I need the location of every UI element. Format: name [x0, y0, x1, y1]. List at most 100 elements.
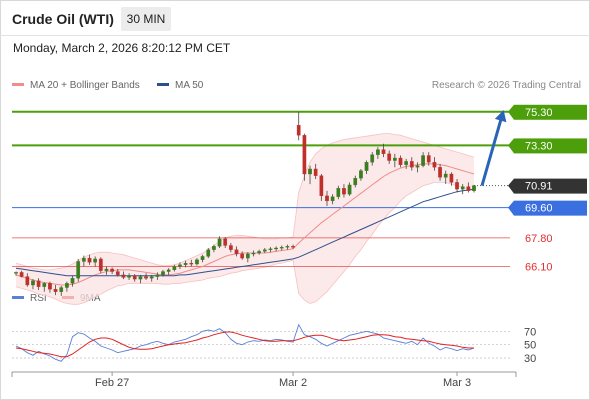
candle-body — [308, 168, 312, 175]
legend-ma50: MA 50 — [157, 80, 203, 91]
ma50-line — [15, 188, 475, 277]
candle-body — [279, 247, 284, 249]
candle-body — [183, 262, 188, 265]
candle-body — [98, 258, 103, 271]
level-tag-75.30 — [514, 104, 587, 120]
candle-body — [200, 256, 205, 260]
level-label-69.60: 69.60 — [525, 203, 553, 215]
rsi-swatch — [12, 295, 24, 299]
candle-body — [14, 272, 18, 274]
candle-body — [121, 274, 126, 278]
candle-body — [189, 262, 194, 265]
candle-body — [426, 155, 431, 163]
candle-body — [381, 149, 386, 154]
candle-body — [449, 173, 454, 183]
candle-body — [178, 264, 182, 267]
candle-body — [212, 246, 216, 250]
candle-body — [409, 161, 414, 168]
forecast-arrow-head — [494, 110, 507, 123]
candle-body — [36, 280, 41, 287]
level-tag-pointer-75.30 — [508, 104, 514, 120]
candle-body — [132, 275, 137, 280]
rsi-label: RSI — [30, 293, 47, 304]
candle-body — [455, 182, 459, 190]
level-label-67.80: 67.80 — [525, 233, 553, 245]
candle-body — [313, 168, 318, 176]
level-label-73.30: 73.30 — [525, 140, 553, 152]
candle-body — [376, 149, 380, 155]
level-tag-73.30 — [514, 138, 587, 154]
candle-body — [93, 258, 98, 263]
candle-body — [342, 188, 346, 195]
timeframe-badge[interactable]: 30 MIN — [121, 7, 171, 31]
level-tag-69.60 — [514, 200, 587, 216]
candle-body — [161, 271, 165, 276]
level-tag-70.91 — [514, 178, 587, 194]
candle-body — [364, 162, 369, 171]
candle-body — [31, 280, 35, 286]
candle-body — [127, 275, 131, 278]
candle-body — [195, 259, 199, 265]
bollinger-band-fill — [16, 133, 474, 305]
candle-body — [245, 253, 250, 259]
rsi-line — [15, 323, 475, 362]
x-tick-label: Mar 2 — [279, 377, 307, 389]
bollinger-upper-line — [15, 133, 475, 271]
candle-body — [438, 167, 442, 178]
datetime-stamp: Monday, March 2, 2026 8:20:12 PM CET — [13, 41, 231, 55]
candle-body — [25, 276, 30, 286]
candle-body — [274, 247, 278, 250]
candle-body — [76, 261, 81, 279]
candle-body — [415, 165, 420, 168]
level-tag-pointer-69.60 — [508, 200, 514, 216]
rsi-legend-rsi: RSI — [12, 293, 47, 304]
candle-body — [251, 252, 256, 255]
candle-body — [48, 283, 52, 290]
candle-body — [166, 269, 171, 272]
candle-body — [144, 276, 148, 279]
candle-body — [110, 268, 114, 272]
candle-body — [472, 185, 476, 191]
ma20-label: MA 20 + Bollinger Bands — [30, 80, 140, 91]
candle-body — [217, 238, 222, 247]
candle-body — [59, 287, 64, 292]
rsi-ma-line — [15, 331, 474, 358]
rsi-tick-50: 50 — [524, 340, 536, 352]
candle-body — [319, 175, 324, 197]
candle-body — [443, 173, 448, 178]
level-label-70.91: 70.91 — [525, 181, 553, 193]
candle-body — [19, 272, 24, 277]
x-tick-label: Feb 27 — [95, 377, 129, 389]
candle-body — [104, 268, 109, 271]
candle-body — [155, 274, 160, 277]
forecast-arrow-shaft — [480, 115, 504, 187]
candle-body — [353, 178, 358, 186]
candle-body — [325, 195, 329, 202]
candle-body — [234, 249, 239, 255]
rsi-tick-70: 70 — [524, 326, 536, 338]
ma50-swatch — [157, 82, 169, 86]
candle-body — [229, 245, 233, 250]
candle-body — [398, 157, 403, 165]
candle-body — [432, 162, 437, 168]
candle-body — [206, 249, 211, 257]
candle-body — [65, 283, 69, 288]
level-tag-pointer-70.91 — [508, 178, 514, 194]
candle-body — [42, 283, 47, 287]
candle-body — [240, 253, 245, 259]
chart-header: Crude Oil (WTI) 30 MIN — [0, 0, 590, 36]
candle-body — [262, 249, 267, 252]
candle-body — [302, 135, 307, 175]
candle-body — [223, 238, 228, 246]
level-label-66.10: 66.10 — [525, 262, 553, 274]
candle-body — [115, 271, 120, 276]
candle-body — [296, 125, 301, 136]
candle-body — [359, 170, 363, 179]
candle-body — [466, 186, 471, 191]
candle-body — [291, 246, 295, 248]
candle-body — [53, 289, 58, 292]
candle-body — [82, 257, 86, 262]
level-tag-pointer-73.30 — [508, 138, 514, 154]
candle-body — [370, 154, 375, 163]
